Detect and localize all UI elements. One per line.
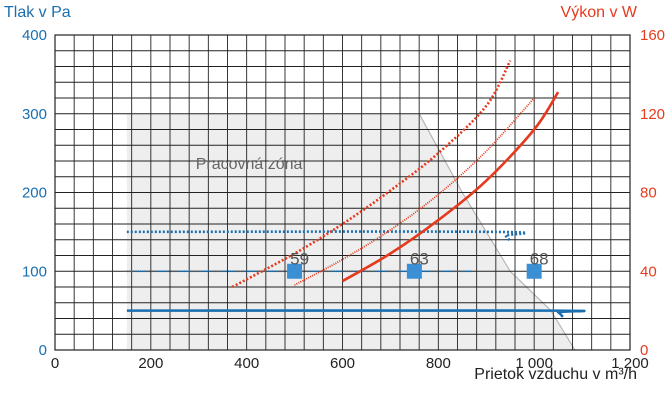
pressure-curve-1 <box>126 309 586 318</box>
y-left-tick-label: 400 <box>22 27 47 44</box>
y-left-tick-label: 200 <box>22 185 47 202</box>
y-axis-right-title: Výkon v W <box>560 4 637 21</box>
y-right-tick-label: 160 <box>640 27 665 44</box>
operating-point-marker-1 <box>287 263 303 279</box>
x-tick-label: 600 <box>330 355 355 372</box>
y-axis-left-title: Tlak v Pa <box>4 4 71 21</box>
x-tick-label: 800 <box>426 355 451 372</box>
y-right-tick-label: 120 <box>640 106 665 123</box>
operating-point-label-3: 68 <box>530 249 549 268</box>
operating-point-label-1: 59 <box>290 249 309 268</box>
power-curve-2 <box>294 97 535 286</box>
y-right-tick-label: 80 <box>640 185 657 202</box>
x-tick-label: 0 <box>51 355 59 372</box>
power-curve-3 <box>231 59 512 289</box>
x-tick-label: 1 000 <box>515 355 553 372</box>
y-left-tick-label: 0 <box>39 342 47 359</box>
operating-point-marker-3 <box>526 263 542 279</box>
x-tick-label: 400 <box>234 355 259 372</box>
x-tick-label: 200 <box>138 355 163 372</box>
working-zone-label: Pracovná zóna <box>196 156 303 173</box>
power-curve-1 <box>341 91 560 283</box>
operating-point-marker-2 <box>406 263 422 279</box>
x-axis-title: Prietok vzduchu v m³/h <box>474 366 637 383</box>
working-zone-area <box>126 113 575 350</box>
y-right-tick-label: 0 <box>640 342 648 359</box>
y-right-tick-label: 40 <box>640 263 657 280</box>
y-left-tick-label: 100 <box>22 263 47 280</box>
plot-frame <box>54 34 631 351</box>
y-left-tick-label: 300 <box>22 106 47 123</box>
pressure-curve-3 <box>126 230 528 243</box>
operating-point-label-2: 63 <box>410 249 429 268</box>
x-tick-label: 1 200 <box>611 355 649 372</box>
